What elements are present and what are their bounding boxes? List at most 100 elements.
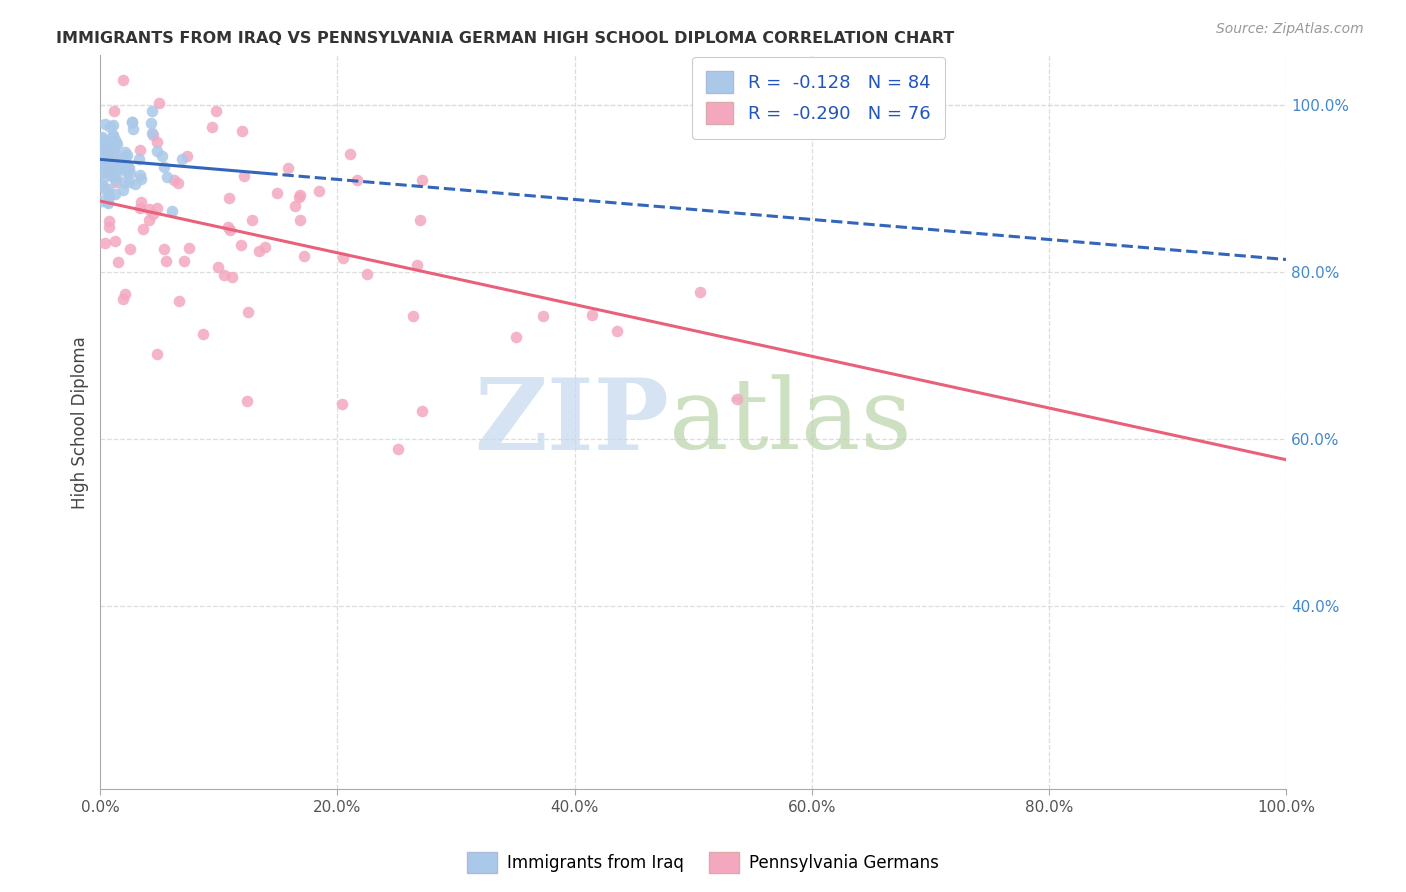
- Point: [406, 259, 429, 273]
- Point: [247, 244, 270, 259]
- Point: [90, 136, 112, 151]
- Point: [121, 115, 143, 129]
- Point: [101, 150, 124, 164]
- Point: [581, 309, 603, 323]
- Point: [231, 124, 253, 138]
- Point: [141, 103, 163, 118]
- Point: [115, 148, 138, 162]
- Point: [124, 177, 146, 191]
- Point: [98, 140, 121, 154]
- Point: [153, 160, 176, 174]
- Point: [132, 221, 155, 235]
- Point: [531, 309, 554, 323]
- Point: [121, 121, 143, 136]
- Text: atlas: atlas: [669, 375, 912, 470]
- Point: [97, 160, 120, 174]
- Point: [91, 194, 114, 208]
- Point: [121, 115, 143, 129]
- Point: [218, 191, 240, 205]
- Point: [156, 170, 179, 185]
- Point: [104, 158, 127, 172]
- Point: [97, 182, 120, 196]
- Point: [93, 178, 115, 193]
- Point: [98, 149, 121, 163]
- Point: [111, 156, 134, 170]
- Point: [114, 286, 136, 301]
- Point: [167, 293, 190, 308]
- Point: [117, 160, 139, 174]
- Point: [142, 207, 165, 221]
- Point: [108, 154, 131, 169]
- Point: [346, 173, 368, 187]
- Point: [90, 166, 112, 180]
- Point: [101, 119, 124, 133]
- Point: [139, 116, 162, 130]
- Point: [356, 267, 378, 281]
- Point: [118, 242, 141, 256]
- Point: [101, 128, 124, 142]
- Point: [332, 251, 354, 265]
- Point: [150, 149, 173, 163]
- Point: [103, 142, 125, 156]
- Point: [91, 150, 114, 164]
- Point: [128, 201, 150, 215]
- Point: [725, 392, 748, 406]
- Point: [98, 120, 121, 134]
- Point: [141, 127, 163, 141]
- Point: [163, 173, 186, 187]
- Point: [387, 442, 409, 456]
- Point: [103, 167, 125, 181]
- Point: [94, 169, 117, 183]
- Point: [240, 213, 263, 227]
- Point: [330, 397, 353, 411]
- Point: [114, 150, 136, 164]
- Point: [191, 327, 214, 342]
- Point: [93, 161, 115, 176]
- Point: [98, 213, 121, 227]
- Point: [129, 143, 152, 157]
- Point: [112, 183, 135, 197]
- Point: [101, 142, 124, 156]
- Point: [103, 165, 125, 179]
- Point: [153, 242, 176, 256]
- Point: [97, 153, 120, 167]
- Point: [101, 137, 124, 152]
- Point: [103, 145, 125, 159]
- Point: [339, 146, 361, 161]
- Point: [105, 175, 128, 189]
- Point: [104, 133, 127, 147]
- Point: [97, 166, 120, 180]
- Point: [108, 152, 131, 166]
- Point: [114, 145, 136, 159]
- Point: [287, 190, 309, 204]
- Point: [118, 175, 141, 189]
- Point: [253, 240, 276, 254]
- Point: [94, 236, 117, 251]
- Point: [129, 172, 152, 186]
- Point: [606, 324, 628, 338]
- Point: [104, 235, 127, 249]
- Point: [94, 184, 117, 198]
- Legend: Immigrants from Iraq, Pennsylvania Germans: Immigrants from Iraq, Pennsylvania Germa…: [460, 846, 946, 880]
- Point: [111, 73, 134, 87]
- Point: [205, 103, 228, 118]
- Point: [91, 130, 114, 145]
- Point: [288, 187, 311, 202]
- Point: [148, 96, 170, 111]
- Point: [292, 249, 315, 263]
- Point: [105, 136, 128, 151]
- Point: [98, 189, 121, 203]
- Text: Source: ZipAtlas.com: Source: ZipAtlas.com: [1216, 22, 1364, 37]
- Point: [94, 144, 117, 158]
- Point: [90, 178, 112, 192]
- Point: [221, 269, 243, 284]
- Point: [277, 161, 299, 175]
- Point: [103, 153, 125, 167]
- Point: [238, 305, 260, 319]
- Point: [160, 204, 183, 219]
- Legend: R =  -0.128   N = 84, R =  -0.290   N = 76: R = -0.128 N = 84, R = -0.290 N = 76: [692, 57, 945, 139]
- Point: [97, 194, 120, 209]
- Point: [94, 117, 117, 131]
- Point: [96, 137, 118, 152]
- Point: [107, 255, 129, 269]
